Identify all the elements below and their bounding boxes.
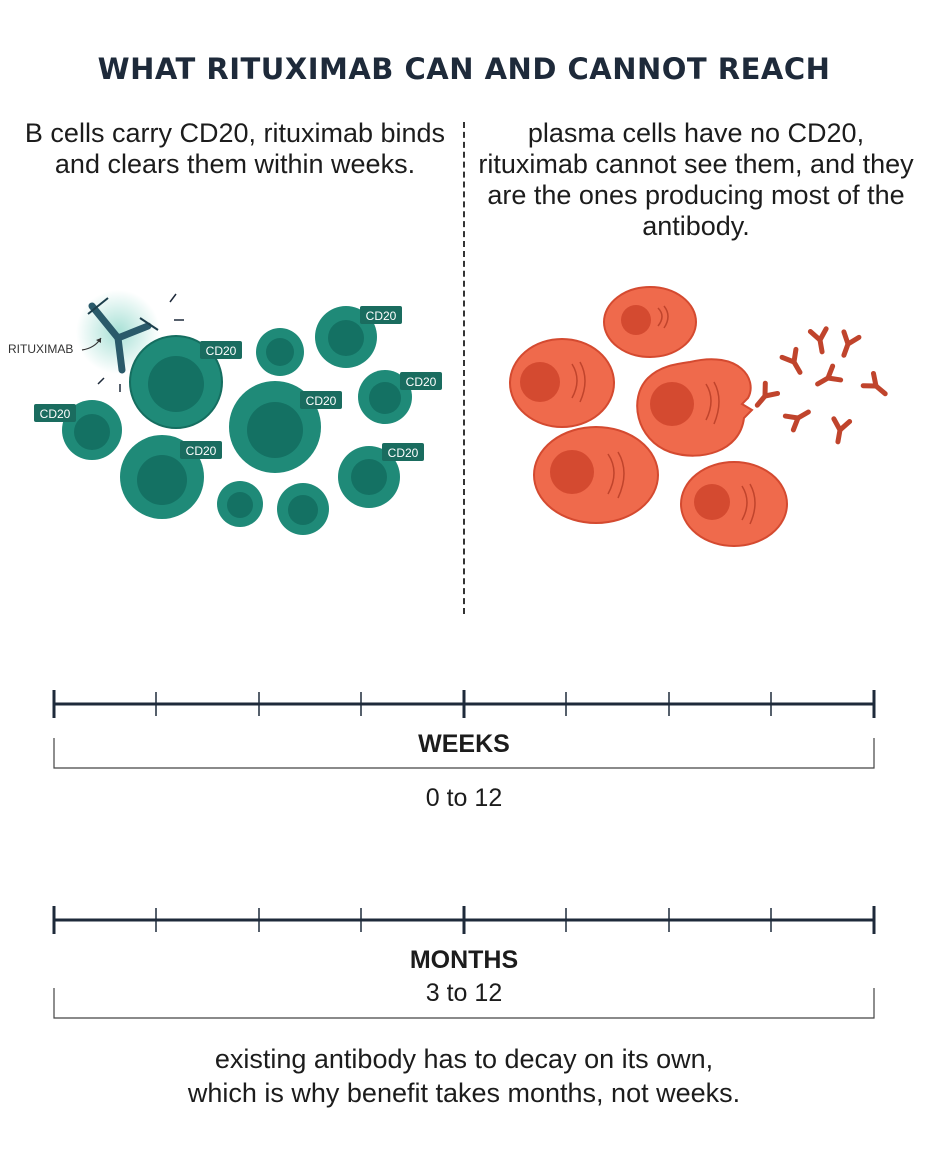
footer-line-1: existing antibody has to decay on its ow… (214, 1044, 714, 1074)
antibody-icon (831, 416, 853, 445)
plasma-cell-cluster (509, 286, 788, 547)
months-range: 3 to 12 (425, 979, 503, 1007)
weeks-timeline (52, 690, 876, 769)
plasma-cell (509, 338, 615, 428)
svg-text:CD20: CD20 (366, 309, 397, 323)
svg-text:CD20: CD20 (306, 394, 337, 408)
b-cell (256, 328, 304, 376)
footer-note: existing antibody has to decay on its ow… (0, 1042, 928, 1110)
svg-text:CD20: CD20 (206, 344, 237, 358)
months-timeline (52, 906, 876, 1019)
binding-spark-icon (97, 293, 184, 392)
antibody-icon (860, 370, 888, 397)
cd20-tag: CD20 (382, 443, 424, 461)
weeks-range: 0 to 12 (425, 784, 503, 812)
plasma-cell (533, 426, 659, 524)
cd20-tag: CD20 (180, 441, 222, 459)
rituximab-label: RITUXIMAB (8, 342, 73, 356)
svg-text:CD20: CD20 (40, 407, 71, 421)
svg-text:CD20: CD20 (186, 444, 217, 458)
months-label: MONTHS (409, 946, 519, 974)
months-bracket (53, 988, 875, 1019)
b-cell-caption: B cells carry CD20, rituximab binds and … (24, 118, 446, 179)
diagram-title: WHAT RITUXIMAB CAN AND CANNOT REACH (97, 52, 831, 86)
cd20-tag: CD20 (34, 404, 76, 422)
antibody-icon (841, 329, 862, 358)
cd20-tag: CD20 (300, 391, 342, 409)
cd20-tag: CD20 (400, 372, 442, 390)
cd20-tag: CD20 (200, 341, 242, 359)
svg-text:CD20: CD20 (388, 446, 419, 460)
footer-line-2: which is why benefit takes months, not w… (187, 1078, 741, 1108)
b-cell (277, 483, 329, 535)
cd20-tag: CD20 (360, 306, 402, 324)
cell-illustration: RITUXIMAB CD20 CD20 CD20 CD20 CD20 CD20 … (8, 286, 888, 547)
b-cell (338, 446, 400, 508)
rituximab-icon-detail (87, 297, 159, 331)
b-cell (217, 481, 263, 527)
center-divider (463, 122, 465, 614)
antibody-icon (779, 346, 803, 375)
plasma-cell (680, 461, 788, 547)
plasma-cell (603, 286, 697, 358)
b-cell (229, 381, 321, 473)
svg-text:CD20: CD20 (406, 375, 437, 389)
plasma-cell-caption: plasma cells have no CD20, rituximab can… (478, 118, 914, 241)
cd20-tags: CD20 CD20 CD20 CD20 CD20 CD20 CD20 (34, 306, 442, 461)
antibody-icon (782, 409, 811, 433)
b-cell (129, 335, 223, 429)
antibody-icons (754, 326, 888, 445)
antibody-icon (807, 326, 829, 355)
weeks-bracket (53, 738, 875, 769)
b-cell (62, 400, 122, 460)
plasma-cell (636, 358, 754, 457)
b-cell (358, 370, 412, 424)
b-cell-cluster (62, 306, 412, 535)
weeks-label: WEEKS (418, 730, 510, 758)
antibody-icon (754, 380, 781, 408)
antibody-icon (815, 363, 844, 387)
rituximab-icon (88, 302, 152, 374)
